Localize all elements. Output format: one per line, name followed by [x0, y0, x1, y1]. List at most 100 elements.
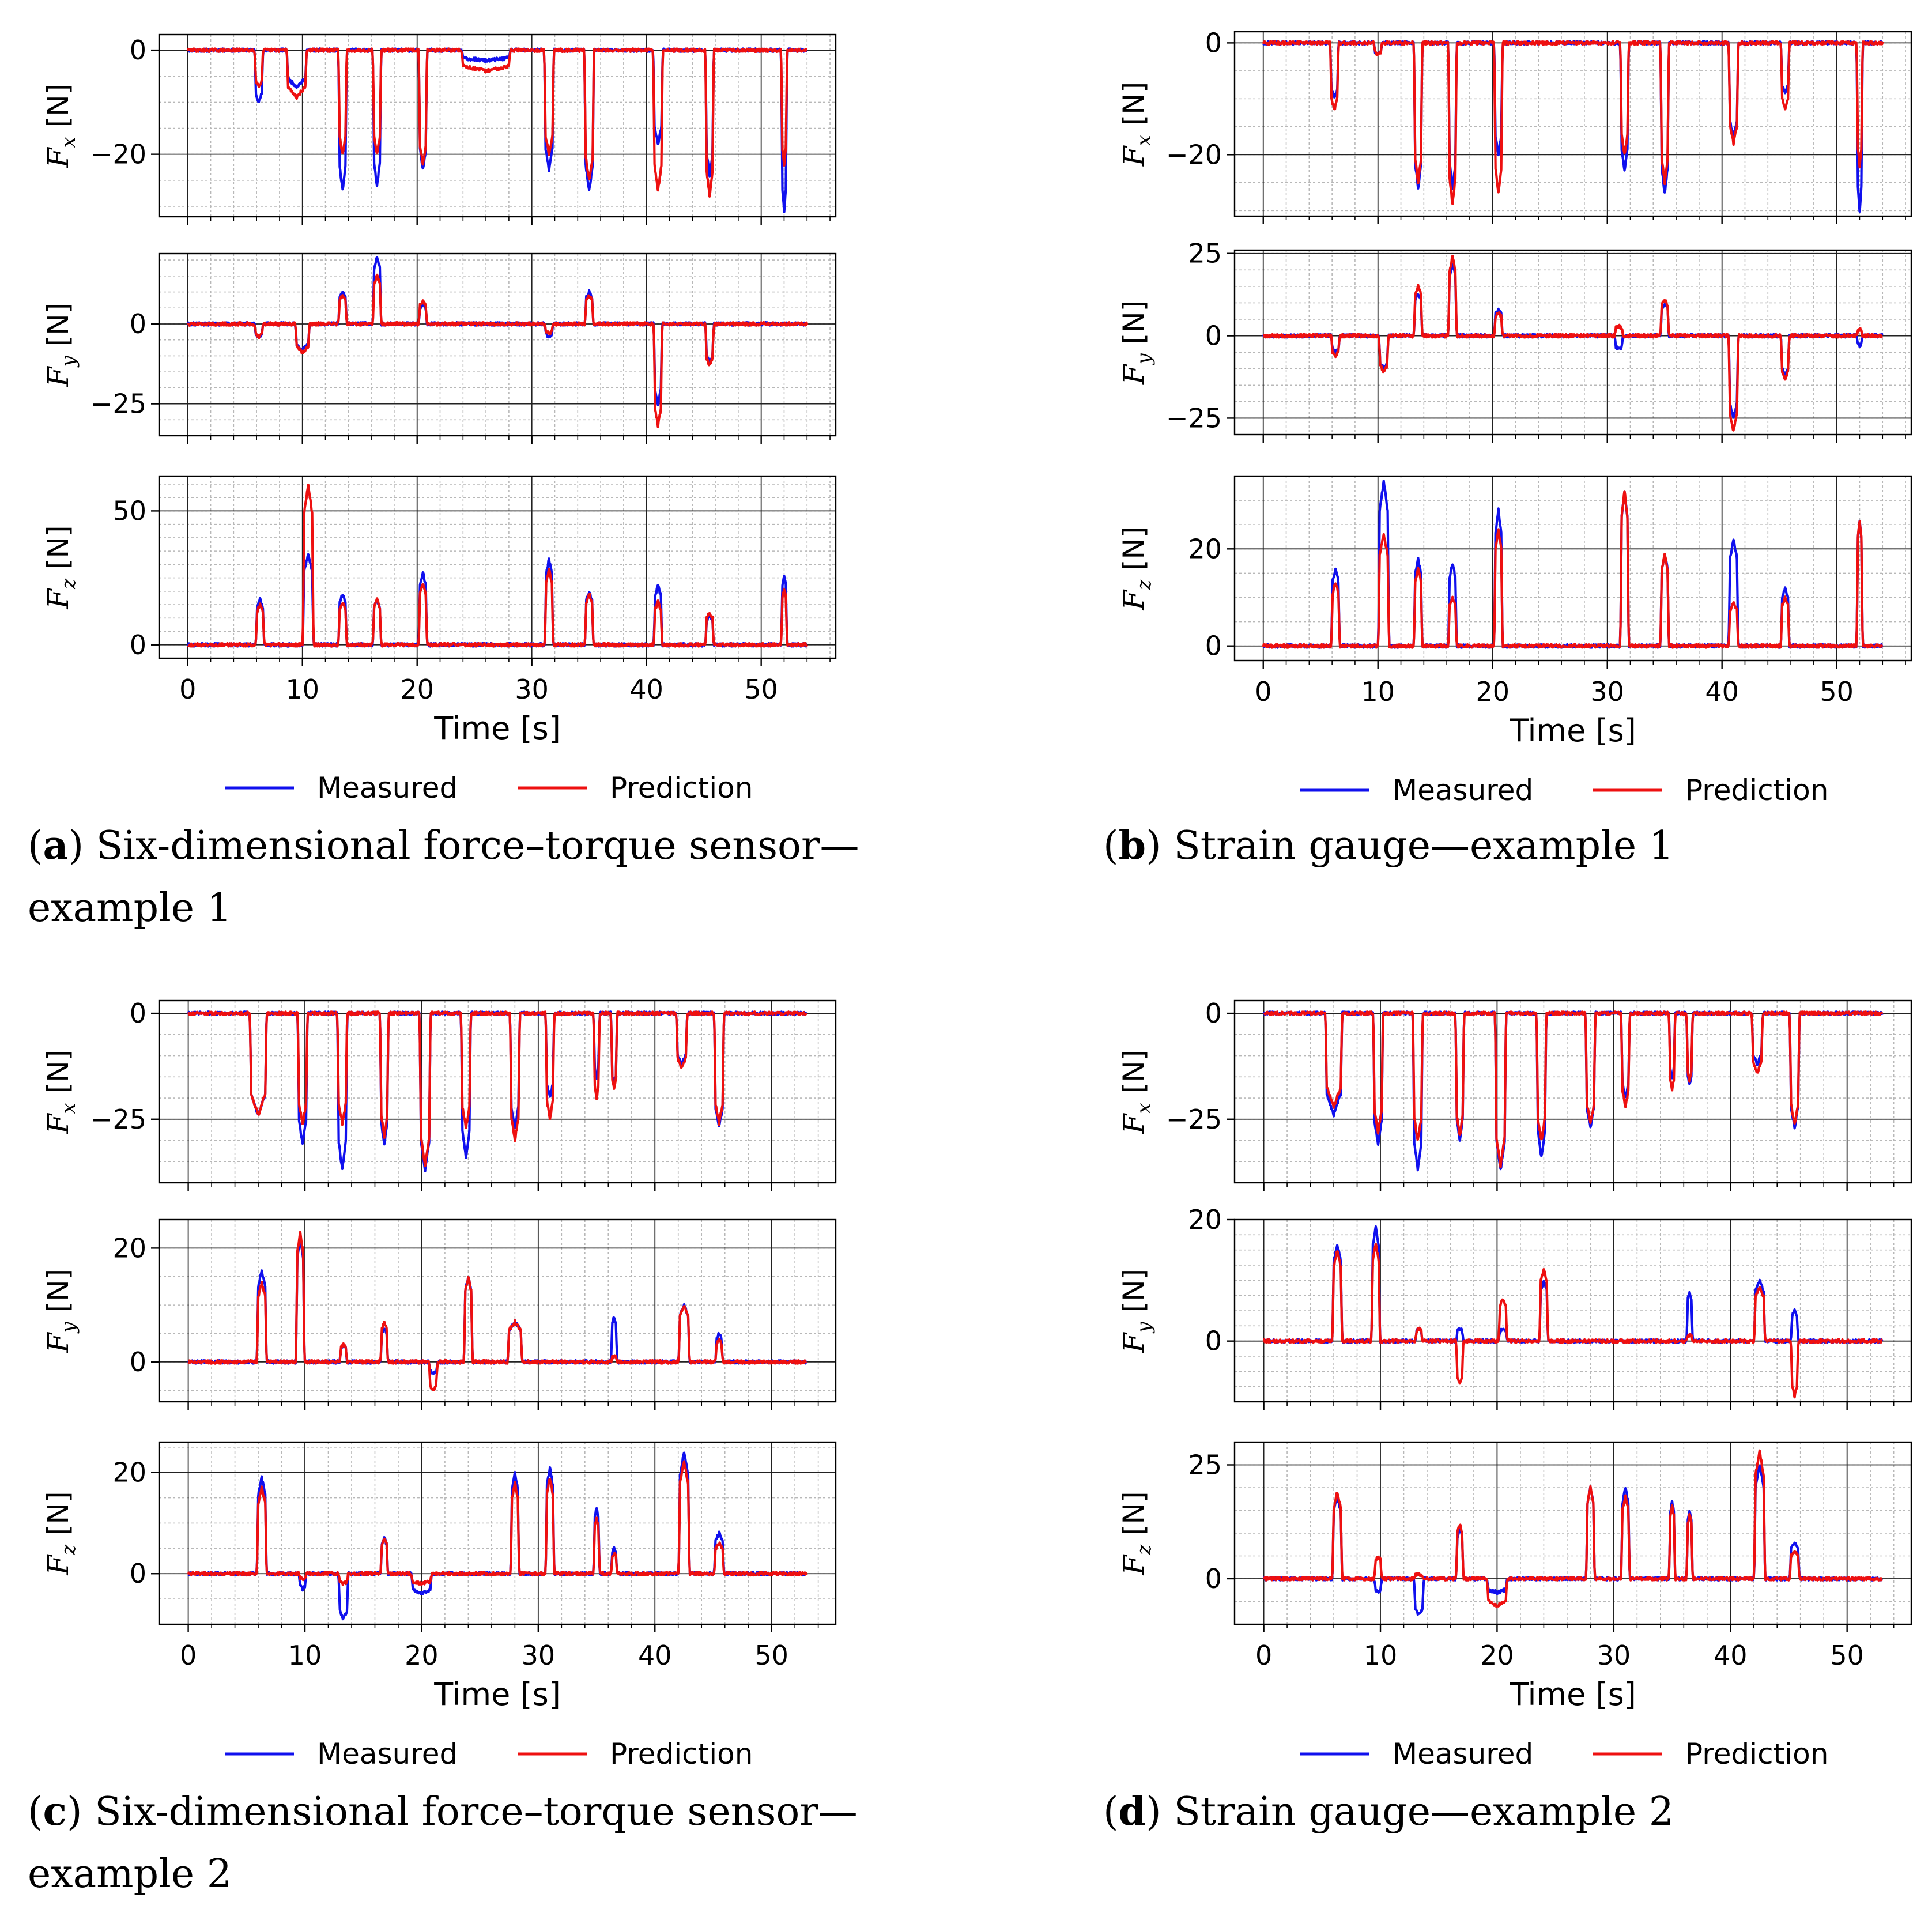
y-tick-label: 50	[112, 495, 146, 526]
subplot-fy: 0 20 Fy [N]	[41, 1218, 837, 1410]
axes-frame	[1233, 1218, 1912, 1403]
subplot-fx: 0 −25 Fx [N]	[41, 998, 837, 1191]
series-line-measured	[187, 1234, 808, 1375]
y-axis-label: Fz [N]	[41, 1492, 80, 1576]
y-axis-label-subscript: x	[1133, 1103, 1156, 1114]
y-axis-label-unit: [N]	[41, 1492, 75, 1545]
y-axis-label-symbol: F	[1117, 145, 1150, 167]
x-axis-label: Time [s]	[433, 1676, 561, 1712]
x-tick-label: 30	[515, 674, 549, 705]
y-axis-label-symbol: F	[1117, 1553, 1150, 1575]
caption-panel-a: (a) Six-dimensional force–torque sensor—…	[28, 823, 859, 931]
y-axis-label-subscript: z	[57, 1544, 80, 1556]
y-tick-label: 0	[1205, 1326, 1222, 1357]
caption-text-line-1: ) Six-dimensional force–torque sensor—	[68, 823, 859, 869]
caption-text-line-2: example 1	[28, 885, 232, 931]
legend-label-prediction: Prediction	[1685, 774, 1828, 807]
series-line-prediction	[186, 273, 809, 428]
x-tick-label: 40	[1705, 676, 1739, 707]
y-axis-label: Fy [N]	[1117, 1269, 1156, 1353]
y-tick-label: 20	[1188, 1204, 1222, 1235]
series-line-prediction	[186, 47, 808, 198]
axes-frame	[158, 33, 837, 218]
y-axis-label-subscript: x	[57, 137, 80, 148]
x-tick-label: 30	[522, 1640, 556, 1671]
y-axis-label-unit: [N]	[41, 1269, 75, 1322]
legend-label-prediction: Prediction	[610, 1737, 753, 1771]
axes-frame	[158, 475, 837, 659]
x-tick-label: 20	[405, 1640, 439, 1671]
caption-label: a	[43, 823, 69, 869]
x-tick-label: 10	[288, 1640, 322, 1671]
axes-frame	[1233, 249, 1912, 436]
y-axis-label-symbol: F	[1117, 1331, 1150, 1353]
x-tick-label: 0	[1255, 676, 1271, 707]
x-tick-label: 50	[1830, 1640, 1864, 1671]
y-axis-label: Fx [N]	[41, 84, 80, 168]
axes-frame	[158, 999, 837, 1184]
y-axis-label-unit: [N]	[1117, 1050, 1150, 1103]
x-tick-label: 40	[629, 674, 663, 705]
x-axis-label: Time [s]	[433, 710, 561, 746]
subplot-fx: 0 −20 Fx [N]	[41, 33, 837, 225]
x-tick-label: 30	[1597, 1640, 1631, 1671]
y-axis-label-subscript: y	[1133, 1321, 1156, 1334]
legend-label-measured: Measured	[317, 771, 458, 805]
y-axis-label: Fy [N]	[41, 303, 80, 387]
series-line-prediction	[1262, 1242, 1883, 1399]
y-tick-label: 0	[130, 1346, 146, 1378]
x-tick-label: 0	[1255, 1640, 1272, 1671]
y-axis-label-unit: [N]	[41, 526, 75, 579]
axes-frame	[1233, 31, 1912, 217]
subplot-fy: 25 0 −25 Fy [N]	[1117, 238, 1912, 443]
x-tick-label: 0	[179, 674, 196, 705]
axes-frame	[158, 252, 837, 437]
y-axis-label-unit: [N]	[1117, 300, 1150, 353]
x-tick-label: 50	[1820, 676, 1854, 707]
y-axis-label-subscript: z	[57, 578, 80, 590]
x-tick-label: 40	[638, 1640, 672, 1671]
y-axis-label-subscript: z	[1133, 579, 1156, 591]
y-axis-label-subscript: z	[1133, 1544, 1156, 1556]
y-axis-label-unit: [N]	[1117, 1269, 1150, 1322]
subplot-fx: 0 −20 Fx [N]	[1117, 27, 1912, 224]
x-tick-label: 10	[1364, 1640, 1398, 1671]
caption-panel-d: (d) Strain gauge—example 2	[1103, 1789, 1674, 1835]
figure-panel-d: 0 −25 Fx [N] 0 20 Fy [N] 0 25 Fz [N] 0 10 20 30 40 50 T…	[1117, 998, 1912, 1771]
axes-frame	[1233, 1441, 1912, 1625]
y-axis-label-unit: [N]	[41, 1050, 75, 1103]
subplot-fy: 0 −25 Fy [N]	[41, 252, 837, 444]
y-tick-label: 20	[112, 1457, 146, 1488]
subplot-fz: 0 50 Fz [N]	[41, 475, 837, 666]
x-tick-label: 30	[1590, 676, 1624, 707]
y-axis-label-symbol: F	[41, 146, 75, 168]
y-axis-label: Fz [N]	[41, 526, 80, 610]
y-axis-label-unit: [N]	[1117, 527, 1150, 580]
y-axis-label: Fx [N]	[1117, 1050, 1156, 1134]
legend-label-prediction: Prediction	[1685, 1737, 1828, 1771]
y-axis-label: Fx [N]	[1117, 82, 1156, 167]
figure-panel-a: 0 −20 Fx [N] 0 −25 Fy [N] 0 50 Fz [N] 0 10 20 30 40 50…	[41, 33, 837, 805]
series-line-measured	[1263, 1225, 1884, 1344]
y-axis-label-subscript: y	[57, 355, 80, 368]
y-tick-label: 20	[1188, 533, 1222, 564]
y-axis-label-unit: [N]	[1117, 1492, 1150, 1545]
series-line-measured	[187, 1451, 807, 1621]
subplot-fz: 0 25 Fz [N]	[1117, 1441, 1912, 1632]
y-axis-label-symbol: F	[41, 1331, 75, 1353]
caption-text-line-1: ) Six-dimensional force–torque sensor—	[66, 1789, 858, 1835]
legend-label-prediction: Prediction	[610, 771, 753, 805]
x-tick-label: 10	[1361, 676, 1395, 707]
y-axis-label: Fx [N]	[41, 1050, 80, 1134]
y-tick-label: 0	[1205, 27, 1222, 58]
figure-panel-b: 0 −20 Fx [N] 25 0 −25 Fy [N] 0 20 Fz [N] 0 10 20 30 40…	[1117, 27, 1912, 807]
legend-label-measured: Measured	[1393, 1737, 1533, 1771]
caption-text-line-1: ) Strain gauge—example 2	[1146, 1789, 1674, 1835]
y-axis-label-symbol: F	[1117, 1112, 1150, 1134]
y-tick-label: −25	[90, 1104, 146, 1135]
y-axis-label: Fz [N]	[1117, 1492, 1156, 1576]
subplot-fz: 0 20 Fz [N]	[41, 1441, 837, 1632]
x-tick-label: 50	[744, 674, 778, 705]
axes-frame	[1233, 999, 1912, 1184]
y-tick-label: 0	[130, 998, 146, 1029]
